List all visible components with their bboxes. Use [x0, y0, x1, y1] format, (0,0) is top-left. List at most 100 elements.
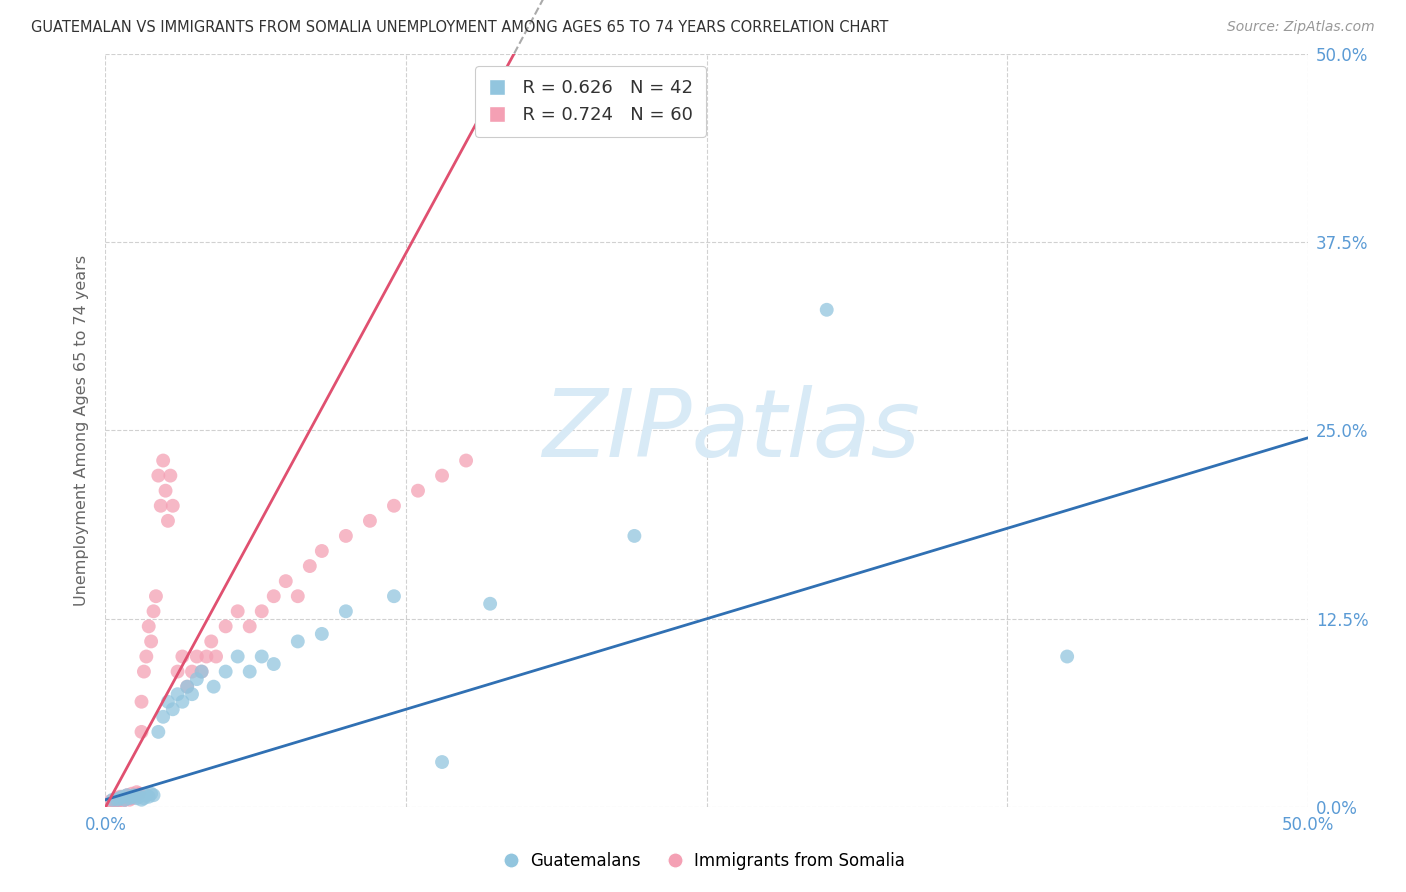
Text: GUATEMALAN VS IMMIGRANTS FROM SOMALIA UNEMPLOYMENT AMONG AGES 65 TO 74 YEARS COR: GUATEMALAN VS IMMIGRANTS FROM SOMALIA UN… — [31, 20, 889, 35]
Point — [107, 793, 129, 807]
Point — [111, 789, 134, 804]
Point — [148, 724, 170, 739]
Point — [124, 789, 146, 804]
Point — [181, 665, 204, 679]
Point — [156, 695, 179, 709]
Point — [115, 791, 138, 805]
Point — [149, 499, 172, 513]
Point — [176, 680, 198, 694]
Y-axis label: Unemployment Among Ages 65 to 74 years: Unemployment Among Ages 65 to 74 years — [75, 255, 90, 606]
Point — [263, 657, 285, 671]
Point — [274, 574, 297, 589]
Point — [166, 665, 188, 679]
Point — [214, 619, 236, 633]
Point — [250, 604, 273, 618]
Point — [162, 499, 184, 513]
Point — [430, 755, 453, 769]
Point — [121, 787, 143, 801]
Point — [152, 710, 174, 724]
Point — [121, 789, 143, 804]
Point — [128, 787, 150, 801]
Point — [128, 789, 150, 804]
Point — [138, 619, 160, 633]
Text: Source: ZipAtlas.com: Source: ZipAtlas.com — [1227, 20, 1375, 34]
Point — [239, 665, 262, 679]
Point — [159, 468, 181, 483]
Point — [172, 695, 194, 709]
Point — [200, 634, 222, 648]
Point — [298, 559, 321, 574]
Point — [107, 791, 129, 805]
Point — [115, 788, 138, 802]
Point — [311, 627, 333, 641]
Point — [155, 483, 177, 498]
Point — [125, 785, 148, 799]
Text: ZIPatlas: ZIPatlas — [541, 384, 920, 476]
Point — [186, 672, 208, 686]
Point — [114, 789, 136, 804]
Point — [125, 791, 148, 805]
Point — [111, 794, 134, 808]
Point — [124, 788, 146, 802]
Point — [114, 793, 136, 807]
Point — [162, 702, 184, 716]
Point — [142, 788, 165, 802]
Point — [111, 791, 134, 805]
Point — [382, 499, 405, 513]
Point — [125, 788, 148, 802]
Point — [335, 604, 357, 618]
Point — [131, 724, 153, 739]
Point — [101, 793, 124, 807]
Point — [98, 794, 121, 808]
Point — [166, 687, 188, 701]
Point — [156, 514, 179, 528]
Point — [108, 789, 131, 804]
Point — [454, 453, 477, 467]
Point — [335, 529, 357, 543]
Point — [118, 793, 141, 807]
Point — [108, 793, 131, 807]
Point — [114, 793, 136, 807]
Point — [205, 649, 228, 664]
Point — [107, 794, 129, 808]
Point — [1056, 649, 1078, 664]
Point — [181, 687, 204, 701]
Legend: Guatemalans, Immigrants from Somalia: Guatemalans, Immigrants from Somalia — [495, 846, 911, 877]
Legend:   R = 0.626   N = 42,   R = 0.724   N = 60: R = 0.626 N = 42, R = 0.724 N = 60 — [475, 66, 706, 136]
Point — [101, 796, 124, 810]
Point — [202, 680, 225, 694]
Point — [430, 468, 453, 483]
Point — [287, 589, 309, 603]
Point — [104, 793, 127, 807]
Point — [138, 789, 160, 804]
Point — [214, 665, 236, 679]
Point — [311, 544, 333, 558]
Point — [115, 788, 138, 802]
Point — [190, 665, 212, 679]
Point — [226, 649, 249, 664]
Point — [239, 619, 262, 633]
Point — [226, 604, 249, 618]
Point — [132, 665, 155, 679]
Point — [623, 529, 645, 543]
Point — [190, 665, 212, 679]
Point — [195, 649, 218, 664]
Point — [131, 695, 153, 709]
Point — [479, 597, 502, 611]
Point — [172, 649, 194, 664]
Point — [132, 791, 155, 805]
Point — [118, 791, 141, 805]
Point — [142, 604, 165, 618]
Point — [121, 791, 143, 805]
Point — [359, 514, 381, 528]
Point — [148, 468, 170, 483]
Point — [139, 787, 162, 801]
Point — [118, 789, 141, 804]
Point — [186, 649, 208, 664]
Point — [382, 589, 405, 603]
Point — [145, 589, 167, 603]
Point — [108, 791, 131, 805]
Point — [135, 788, 157, 802]
Point — [139, 634, 162, 648]
Point — [250, 649, 273, 664]
